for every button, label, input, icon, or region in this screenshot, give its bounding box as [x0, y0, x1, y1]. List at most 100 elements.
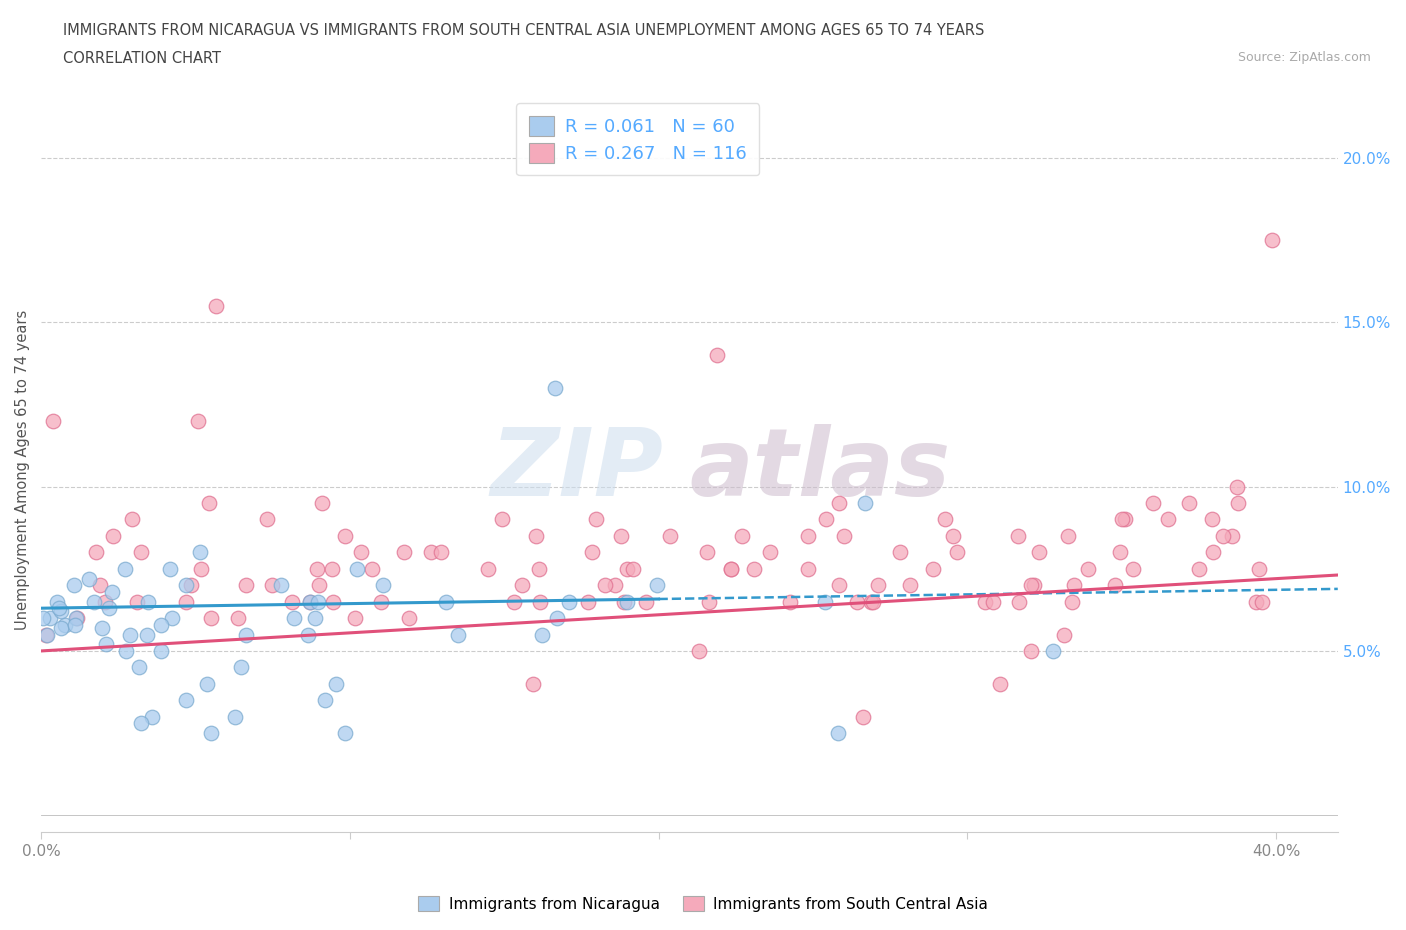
- Point: [283, 611, 305, 626]
- Point: [797, 562, 820, 577]
- Point: [260, 578, 283, 592]
- Point: [101, 528, 124, 543]
- Point: [94, 637, 117, 652]
- Point: [530, 627, 553, 642]
- Point: [308, 578, 330, 592]
- Point: [988, 676, 1011, 691]
- Point: [322, 594, 344, 609]
- Point: [934, 512, 956, 527]
- Point: [190, 562, 212, 577]
- Point: [141, 710, 163, 724]
- Point: [1222, 528, 1244, 543]
- Point: [35, 627, 58, 642]
- Point: [90, 620, 112, 635]
- Point: [696, 545, 718, 560]
- Point: [121, 512, 143, 527]
- Point: [32, 611, 55, 626]
- Point: [1201, 512, 1223, 527]
- Point: [527, 562, 550, 577]
- Point: [1212, 528, 1234, 543]
- Point: [1227, 496, 1250, 511]
- Text: Source: ZipAtlas.com: Source: ZipAtlas.com: [1237, 51, 1371, 64]
- Point: [97, 601, 120, 616]
- Point: [1157, 512, 1180, 527]
- Point: [176, 693, 198, 708]
- Point: [1104, 578, 1126, 592]
- Point: [149, 618, 172, 632]
- Point: [706, 348, 728, 363]
- Point: [827, 578, 849, 592]
- Point: [616, 594, 638, 609]
- Point: [48, 601, 70, 616]
- Point: [55, 618, 77, 632]
- Legend: R = 0.061   N = 60, R = 0.267   N = 116: R = 0.061 N = 60, R = 0.267 N = 116: [516, 103, 759, 176]
- Point: [101, 584, 124, 599]
- Point: [420, 545, 443, 560]
- Point: [898, 578, 921, 592]
- Point: [846, 594, 869, 609]
- Point: [1077, 562, 1099, 577]
- Point: [42, 414, 65, 429]
- Point: [125, 594, 148, 609]
- Point: [360, 562, 382, 577]
- Point: [477, 562, 499, 577]
- Point: [827, 725, 849, 740]
- Point: [1178, 496, 1201, 511]
- Point: [235, 627, 257, 642]
- Point: [613, 594, 636, 609]
- Point: [187, 414, 209, 429]
- Point: [720, 562, 742, 577]
- Point: [195, 676, 218, 691]
- Point: [205, 299, 228, 313]
- Point: [585, 512, 607, 527]
- Point: [634, 594, 657, 609]
- Point: [832, 528, 855, 543]
- Point: [150, 644, 173, 658]
- Point: [256, 512, 278, 527]
- Point: [325, 676, 347, 691]
- Point: [94, 594, 117, 609]
- Point: [1249, 562, 1271, 577]
- Point: [321, 562, 343, 577]
- Point: [371, 578, 394, 592]
- Point: [645, 578, 668, 592]
- Point: [603, 578, 626, 592]
- Point: [529, 594, 551, 609]
- Point: [311, 496, 333, 511]
- Point: [593, 578, 616, 592]
- Point: [609, 528, 631, 543]
- Point: [546, 611, 568, 626]
- Point: [235, 578, 257, 592]
- Point: [942, 528, 965, 543]
- Point: [697, 594, 720, 609]
- Text: IMMIGRANTS FROM NICARAGUA VS IMMIGRANTS FROM SOUTH CENTRAL ASIA UNEMPLOYMENT AMO: IMMIGRANTS FROM NICARAGUA VS IMMIGRANTS …: [63, 23, 984, 38]
- Point: [759, 545, 782, 560]
- Point: [305, 562, 328, 577]
- Point: [973, 594, 995, 609]
- Point: [115, 644, 138, 658]
- Point: [314, 693, 336, 708]
- Text: atlas: atlas: [689, 424, 950, 516]
- Point: [522, 676, 544, 691]
- Point: [1122, 562, 1144, 577]
- Point: [946, 545, 969, 560]
- Point: [524, 528, 547, 543]
- Point: [270, 578, 292, 592]
- Point: [83, 594, 105, 609]
- Point: [180, 578, 202, 592]
- Point: [226, 611, 249, 626]
- Point: [63, 578, 86, 592]
- Point: [853, 496, 876, 511]
- Point: [346, 562, 368, 577]
- Point: [298, 594, 321, 609]
- Point: [1226, 479, 1249, 494]
- Point: [1111, 512, 1133, 527]
- Point: [370, 594, 392, 609]
- Point: [89, 578, 111, 592]
- Point: [398, 611, 420, 626]
- Point: [131, 716, 153, 731]
- Point: [814, 512, 837, 527]
- Point: [79, 571, 101, 586]
- Point: [828, 496, 851, 511]
- Point: [814, 594, 837, 609]
